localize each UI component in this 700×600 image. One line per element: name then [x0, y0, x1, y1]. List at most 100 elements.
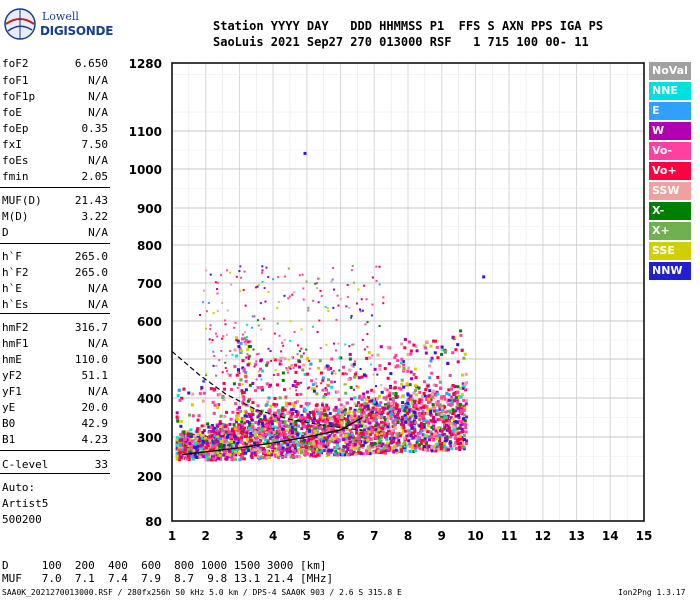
echo-point	[301, 447, 305, 451]
echo-point	[278, 445, 282, 449]
footer-file-info: SAA0K_2021270013000.RSF / 280fx256h 50 k…	[2, 588, 402, 597]
echo-point	[286, 425, 290, 429]
echo-point	[246, 348, 250, 352]
echo-point	[209, 328, 212, 331]
echo-point	[449, 422, 453, 426]
echo-point	[304, 425, 308, 429]
echo-point	[410, 426, 414, 430]
echo-point	[394, 365, 398, 369]
echo-point	[310, 379, 314, 383]
echo-point	[292, 421, 296, 425]
echo-point	[395, 403, 399, 407]
echo-point	[358, 404, 362, 408]
echo-point	[265, 422, 269, 426]
echo-point	[347, 416, 351, 420]
echo-point	[374, 449, 378, 453]
echo-point	[330, 417, 334, 421]
echo-point	[338, 449, 342, 453]
echo-point	[305, 431, 309, 435]
echo-point	[229, 387, 233, 391]
echo-point	[305, 452, 309, 456]
echo-point	[305, 348, 308, 351]
echo-point	[452, 391, 456, 395]
echo-point	[206, 422, 210, 426]
echo-point	[406, 415, 410, 419]
echo-point	[311, 448, 315, 452]
echo-point	[230, 435, 234, 439]
echo-point	[237, 438, 241, 442]
echo-point	[440, 435, 444, 439]
echo-point	[394, 401, 398, 405]
echo-point	[386, 376, 390, 380]
echo-point	[434, 383, 438, 387]
echo-point	[431, 419, 435, 423]
echo-point	[205, 310, 208, 313]
echo-point	[179, 455, 183, 459]
echo-point	[256, 319, 259, 322]
echo-point	[240, 391, 244, 395]
echo-point	[318, 438, 322, 442]
echo-point	[288, 410, 292, 414]
echo-point	[296, 353, 299, 356]
echo-point	[242, 395, 246, 399]
echo-point	[381, 427, 385, 431]
echo-point	[253, 365, 256, 368]
echo-point	[341, 372, 345, 376]
echo-point	[445, 419, 449, 423]
echo-point	[256, 415, 260, 419]
echo-point	[281, 446, 285, 450]
echo-point	[407, 366, 411, 370]
echo-point	[248, 423, 252, 427]
echo-point	[314, 434, 318, 438]
echo-point	[242, 397, 246, 401]
echo-point	[361, 416, 365, 420]
echo-point	[246, 438, 250, 442]
echo-point	[291, 293, 294, 296]
echo-point	[262, 450, 266, 454]
echo-point	[212, 448, 216, 452]
echo-point	[244, 442, 248, 446]
echo-point	[357, 433, 361, 437]
echo-point	[336, 420, 340, 424]
echo-point	[425, 420, 429, 424]
echo-point	[341, 431, 345, 435]
echo-point	[343, 383, 346, 386]
echo-point	[430, 392, 434, 396]
echo-point	[379, 424, 383, 428]
echo-point	[321, 376, 325, 380]
echo-point	[456, 360, 460, 364]
echo-point	[397, 409, 401, 413]
echo-point	[183, 448, 187, 452]
echo-point	[369, 442, 373, 446]
y-tick-label: 400	[137, 392, 162, 406]
echo-point	[363, 428, 367, 432]
echo-point	[435, 437, 439, 441]
echo-point	[267, 396, 271, 400]
echo-point	[338, 356, 341, 359]
echo-point	[464, 430, 468, 434]
param-value: N/A	[88, 298, 108, 311]
echo-point	[290, 419, 294, 423]
echo-point	[387, 401, 391, 405]
echo-point	[327, 447, 331, 451]
echo-point	[353, 281, 356, 284]
echo-point	[222, 443, 226, 447]
echo-point	[181, 456, 185, 460]
echo-point	[450, 402, 454, 406]
echo-point	[308, 431, 312, 435]
echo-point	[192, 449, 196, 453]
echo-point	[198, 455, 202, 459]
echo-point	[304, 419, 308, 423]
echo-point	[403, 346, 407, 350]
echo-point	[179, 451, 183, 455]
echo-point	[379, 401, 383, 405]
echo-point	[389, 414, 393, 418]
echo-point	[457, 415, 461, 419]
echo-point	[325, 343, 328, 346]
echo-point	[240, 416, 244, 420]
echo-point	[379, 430, 383, 434]
echo-point	[374, 400, 378, 404]
echo-point	[308, 367, 311, 370]
echo-point	[295, 384, 298, 387]
echo-point	[180, 445, 184, 449]
